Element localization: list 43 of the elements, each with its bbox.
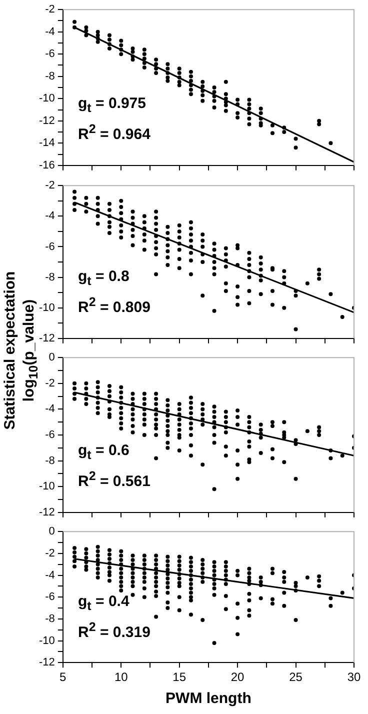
annotation: R$^{2}$ = 0.319 bbox=[78, 620, 150, 641]
y-tick-label: -12 bbox=[38, 656, 55, 669]
y-tick-label: 0 bbox=[48, 352, 55, 364]
y-tick-label: -8 bbox=[45, 70, 55, 82]
y-tick-label: -10 bbox=[38, 92, 55, 105]
annotation: g$_{t}$ = 0.4 bbox=[78, 592, 130, 613]
x-tick-label: 15 bbox=[172, 670, 186, 684]
y-tick-label: -2 bbox=[45, 547, 55, 560]
annotation: g$_{t}$ = 0.8 bbox=[78, 268, 130, 288]
x-tick-label: 5 bbox=[60, 670, 67, 684]
annotation: R$^{2}$ = 0.964 bbox=[78, 122, 150, 144]
y-tick-label: -6 bbox=[45, 240, 55, 253]
x-tick-label: 30 bbox=[347, 670, 361, 684]
y-tick-label: -8 bbox=[45, 612, 55, 625]
y-tick-label: -10 bbox=[38, 302, 55, 314]
annotation: g$_{t}$ = 0.975 bbox=[78, 95, 146, 116]
y-tick-label: -2 bbox=[45, 180, 55, 192]
y-tick-label: -6 bbox=[45, 48, 55, 60]
y-tick-label: -12 bbox=[38, 332, 55, 344]
x-tick-label: 20 bbox=[230, 670, 245, 684]
annotation: R$^{2}$ = 0.809 bbox=[78, 295, 150, 316]
x-axis-title: PWM length bbox=[166, 690, 252, 708]
y-tick-label: -2 bbox=[45, 4, 55, 16]
y-tick-label: -12 bbox=[38, 506, 55, 518]
y-tick-label: -4 bbox=[45, 210, 55, 222]
annotation: R$^{2}$ = 0.561 bbox=[78, 469, 150, 490]
y-tick-label: -10 bbox=[38, 480, 55, 493]
y-tick-label: -6 bbox=[45, 429, 55, 442]
x-tick-label: 25 bbox=[289, 670, 303, 684]
y-tick-label: -14 bbox=[38, 137, 55, 150]
y-tick-label: -4 bbox=[45, 26, 55, 38]
y-tick-label: -4 bbox=[45, 569, 55, 582]
y-tick-label: -2 bbox=[45, 377, 55, 390]
y-tick-label: -10 bbox=[38, 634, 55, 647]
x-tick-label: 10 bbox=[114, 670, 128, 684]
y-tick-label: -6 bbox=[45, 591, 55, 604]
y-tick-label: -16 bbox=[38, 159, 55, 172]
y-tick-label: -4 bbox=[45, 403, 55, 416]
y-tick-label: 0 bbox=[48, 526, 55, 538]
y-tick-label: -8 bbox=[45, 271, 55, 284]
y-tick-label: -12 bbox=[38, 114, 55, 127]
y-tick-label: -8 bbox=[45, 454, 55, 467]
annotation: g$_{t}$ = 0.6 bbox=[78, 442, 130, 462]
